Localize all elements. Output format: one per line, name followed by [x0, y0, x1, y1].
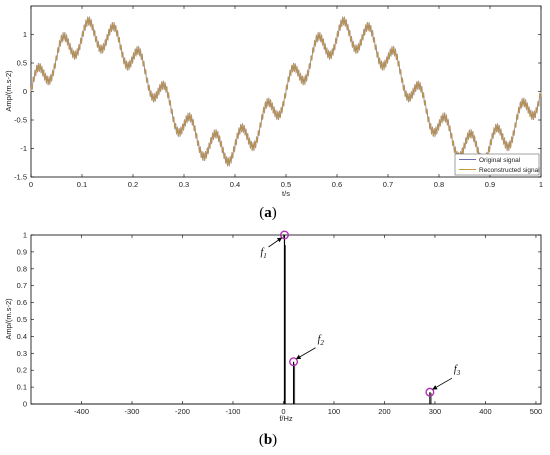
y-tick-label: -1 [20, 144, 27, 153]
peak-label-subscript: 3 [456, 369, 461, 377]
peak-marker-2 [289, 357, 299, 367]
x-tick-label: -100 [225, 407, 240, 416]
x-tick-label: 0.7 [383, 180, 393, 189]
x-ticks-b: -400 -300 -200 -100 0 100 200 300 400 500 [74, 235, 542, 416]
x-tick-label: 0 [29, 180, 33, 189]
time-domain-chart: 0 0.1 0.2 0.3 0.4 0.5 0.6 0.7 0.8 0.9 1 -1.5 -1 -0.5… [4, 5, 543, 221]
y-ticks-b: 0 0.1 0.2 0.3 0.4 0.5 0.6 0.7 0.8 0.9 1 [17, 231, 541, 409]
x-tick-label: 0.5 [281, 180, 291, 189]
y-tick-label: 0.5 [17, 59, 27, 68]
y-ticks-a: -1.5 -1 -0.5 0 0.5 1 [14, 30, 541, 182]
y-tick-label: 0 [23, 87, 27, 96]
spectrum-group-b [31, 235, 541, 405]
x-tick-label: 300 [429, 407, 442, 416]
plot-frame-b [30, 234, 542, 405]
peak-marker-1 [279, 230, 289, 240]
peak-arrow-1 [268, 237, 283, 248]
legend-entry-reconstructed: Reconstructed signal [479, 167, 540, 174]
x-tick-label: 0.2 [128, 180, 138, 189]
peak-annotations: f1 f2 f3 [260, 230, 461, 397]
y-tick-label: 0.8 [17, 264, 27, 273]
y-tick-label: 0.4 [17, 332, 27, 341]
x-tick-label: 0.9 [485, 180, 495, 189]
y-tick-label: 0 [23, 400, 27, 409]
y-tick-label: 0.6 [17, 298, 27, 307]
x-tick-label: 0.8 [434, 180, 444, 189]
y-tick-label: -0.5 [14, 116, 27, 125]
x-tick-label: 200 [378, 407, 391, 416]
legend-entry-original: Original signal [479, 157, 521, 164]
x-ticks-a: 0 0.1 0.2 0.3 0.4 0.5 0.6 0.7 0.8 0.9 1 [29, 6, 543, 189]
x-tick-label: -200 [175, 407, 190, 416]
x-tick-label: 400 [479, 407, 492, 416]
peak-arrow-2 [295, 347, 316, 360]
peak-label-3: f3 [454, 364, 461, 377]
peak-arrow-3 [432, 377, 453, 390]
x-tick-label: 0 [281, 407, 285, 416]
caption-letter-a: a [264, 205, 272, 221]
y-tick-label: 0.1 [17, 383, 27, 392]
x-tick-label: 1 [539, 180, 543, 189]
frequency-spectrum-chart: -400 -300 -200 -100 0 100 200 300 400 500 0 0.1 0.2… [4, 230, 542, 448]
y-tick-label: -1.5 [14, 173, 27, 182]
x-tick-label: 100 [328, 407, 341, 416]
y-tick-label: 1 [23, 231, 27, 240]
y-axis-label-a: Amp/(m.s-2) [4, 70, 13, 112]
peak-label-2: f2 [318, 334, 325, 347]
y-tick-label: 0.7 [17, 281, 27, 290]
caption-letter-b: b [264, 432, 272, 448]
x-tick-label: 500 [530, 407, 543, 416]
caption-a: (a) [259, 205, 277, 221]
peak-label-1: f1 [260, 247, 266, 260]
peak-label-subscript: 1 [263, 252, 267, 260]
y-axis-label-b: Amp/(m.s-2) [4, 298, 13, 340]
y-tick-label: 0.9 [17, 247, 27, 256]
x-tick-label: -400 [74, 407, 89, 416]
y-tick-label: 1 [23, 30, 27, 39]
caption-b: (b) [259, 432, 277, 448]
x-axis-label-a: t/s [282, 189, 290, 198]
y-tick-label: 0.5 [17, 315, 27, 324]
peak-marker-3 [425, 387, 435, 397]
y-tick-label: 0.3 [17, 349, 27, 358]
x-tick-label: 0.6 [332, 180, 342, 189]
x-tick-label: 0.1 [77, 180, 87, 189]
x-axis-label-b: f/Hz [279, 414, 293, 423]
x-tick-label: 0.3 [179, 180, 189, 189]
legend-a: Original signal Reconstructed signal [454, 153, 540, 176]
peak-label-subscript: 2 [320, 339, 324, 347]
y-tick-label: 0.2 [17, 366, 27, 375]
x-tick-label: 0.4 [230, 180, 240, 189]
x-tick-label: -300 [124, 407, 139, 416]
